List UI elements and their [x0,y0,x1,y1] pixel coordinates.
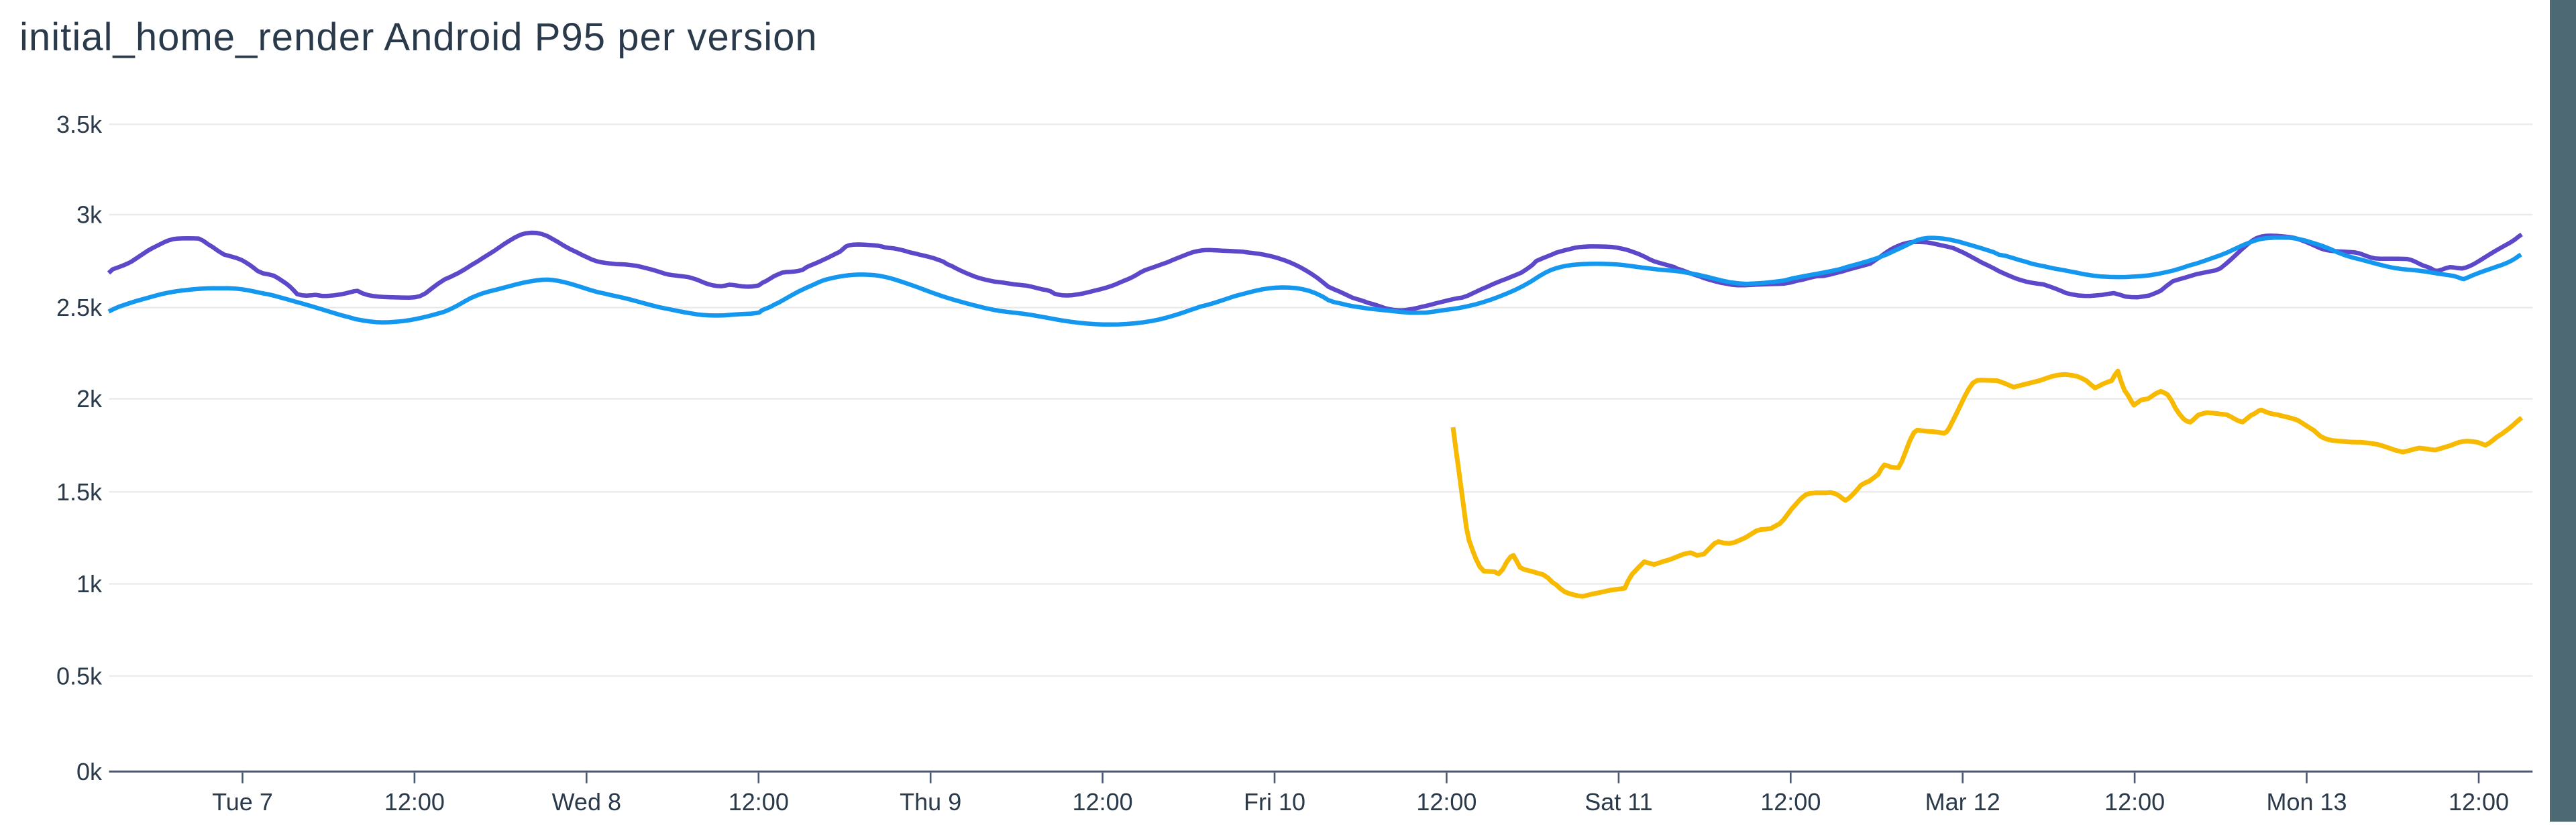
svg-text:12:00: 12:00 [2104,788,2165,816]
svg-text:12:00: 12:00 [1416,788,1477,816]
svg-text:3k: 3k [76,201,103,229]
svg-text:2k: 2k [76,385,103,412]
svg-text:12:00: 12:00 [729,788,789,816]
svg-text:12:00: 12:00 [1760,788,1821,816]
svg-text:0k: 0k [76,758,103,785]
svg-text:12:00: 12:00 [384,788,445,816]
svg-text:12:00: 12:00 [2449,788,2509,816]
svg-text:0.5k: 0.5k [56,662,103,690]
svg-text:Fri 10: Fri 10 [1244,788,1305,816]
svg-text:Tue 7: Tue 7 [212,788,273,816]
svg-text:1k: 1k [76,570,103,598]
svg-text:2.5k: 2.5k [56,294,103,321]
svg-text:Thu 9: Thu 9 [900,788,961,816]
svg-text:1.5k: 1.5k [56,478,103,506]
svg-text:12:00: 12:00 [1073,788,1133,816]
svg-text:3.5k: 3.5k [56,111,103,138]
svg-text:Wed 8: Wed 8 [552,788,621,816]
svg-text:Mar 12: Mar 12 [1925,788,2000,816]
svg-text:Sat 11: Sat 11 [1585,788,1652,816]
svg-text:Mon 13: Mon 13 [2266,788,2347,816]
